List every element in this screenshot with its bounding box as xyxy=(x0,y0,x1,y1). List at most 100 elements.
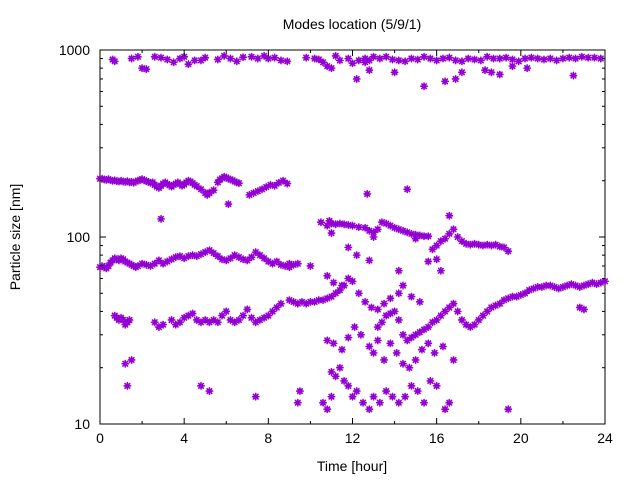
data-point xyxy=(157,214,166,223)
data-point xyxy=(504,247,513,256)
data-point xyxy=(272,303,281,312)
plot-border xyxy=(99,49,606,425)
data-point xyxy=(335,219,344,228)
data-point xyxy=(495,70,504,79)
data-point xyxy=(268,259,277,268)
data-point xyxy=(310,54,319,63)
data-point xyxy=(159,259,168,268)
data-point xyxy=(270,181,279,190)
data-point xyxy=(525,286,534,295)
data-point xyxy=(451,74,460,83)
data-point xyxy=(399,281,407,290)
data-point xyxy=(306,297,315,306)
data-point xyxy=(401,57,410,66)
data-point xyxy=(260,254,269,263)
data-point xyxy=(592,280,601,289)
data-point xyxy=(274,178,283,187)
data-point xyxy=(335,286,344,295)
data-point xyxy=(253,187,262,196)
data-point xyxy=(121,177,130,186)
data-point xyxy=(302,53,311,62)
data-point xyxy=(180,313,189,322)
data-point xyxy=(441,307,450,316)
data-point xyxy=(239,255,248,264)
data-point xyxy=(466,240,475,249)
data-point xyxy=(441,405,450,414)
data-point xyxy=(327,219,336,228)
y-axis-label: Particle size [nm] xyxy=(7,184,23,291)
data-point xyxy=(253,54,262,63)
data-point xyxy=(407,333,416,342)
data-point xyxy=(131,177,140,186)
data-point xyxy=(546,281,555,290)
data-point xyxy=(436,266,445,275)
data-point xyxy=(470,55,479,64)
data-point xyxy=(438,342,447,351)
data-point xyxy=(451,56,460,65)
data-point xyxy=(192,315,201,324)
data-point xyxy=(571,281,580,290)
data-point xyxy=(119,315,128,324)
data-point xyxy=(226,54,235,63)
data-point xyxy=(478,241,487,250)
data-point xyxy=(588,278,597,287)
data-point xyxy=(232,57,241,66)
data-point xyxy=(457,237,466,246)
data-point xyxy=(150,318,159,327)
data-point xyxy=(335,56,344,65)
data-point xyxy=(110,176,119,185)
data-point xyxy=(247,52,256,61)
data-point xyxy=(247,313,256,322)
data-point xyxy=(508,292,517,301)
data-point xyxy=(504,405,513,414)
data-point xyxy=(363,189,372,198)
data-point xyxy=(154,323,163,332)
data-point xyxy=(432,56,441,65)
axis-ticks: 0 4 8 12 16 20 24 10 100 1000 xyxy=(59,42,613,446)
data-point xyxy=(327,229,336,238)
data-point xyxy=(331,51,340,60)
data-point xyxy=(138,64,147,73)
data-point xyxy=(337,281,346,290)
data-point xyxy=(426,376,435,385)
data-point xyxy=(382,52,391,61)
data-point xyxy=(445,53,454,62)
chart-title: Modes location (5/9/1) xyxy=(283,16,422,32)
data-point xyxy=(205,318,214,327)
data-point xyxy=(123,381,132,390)
data-point xyxy=(563,281,572,290)
data-point xyxy=(359,398,368,407)
data-point xyxy=(512,292,521,301)
data-point xyxy=(337,345,346,354)
data-point xyxy=(550,283,559,292)
data-point xyxy=(245,190,254,199)
data-point xyxy=(323,294,332,303)
data-point xyxy=(356,330,365,339)
data-point xyxy=(428,318,437,327)
data-point xyxy=(157,53,166,62)
data-point xyxy=(420,325,429,334)
data-point xyxy=(279,176,288,185)
data-point xyxy=(365,405,374,414)
x-tick-label: 0 xyxy=(96,430,104,446)
data-point xyxy=(285,296,294,305)
data-point xyxy=(481,66,490,75)
data-point xyxy=(365,56,374,65)
data-point xyxy=(424,323,433,332)
data-point xyxy=(361,58,370,67)
data-point xyxy=(323,336,332,345)
data-point xyxy=(192,182,201,191)
data-point xyxy=(264,311,273,320)
data-point xyxy=(411,230,420,239)
data-point xyxy=(415,231,424,240)
data-point xyxy=(476,56,485,65)
data-point xyxy=(495,299,504,308)
data-point xyxy=(197,56,205,65)
data-point xyxy=(411,355,420,364)
data-point xyxy=(514,57,523,66)
data-point xyxy=(327,367,336,376)
data-point xyxy=(462,239,471,248)
data-point xyxy=(201,315,210,324)
data-point xyxy=(175,252,184,261)
data-point xyxy=(453,233,462,241)
